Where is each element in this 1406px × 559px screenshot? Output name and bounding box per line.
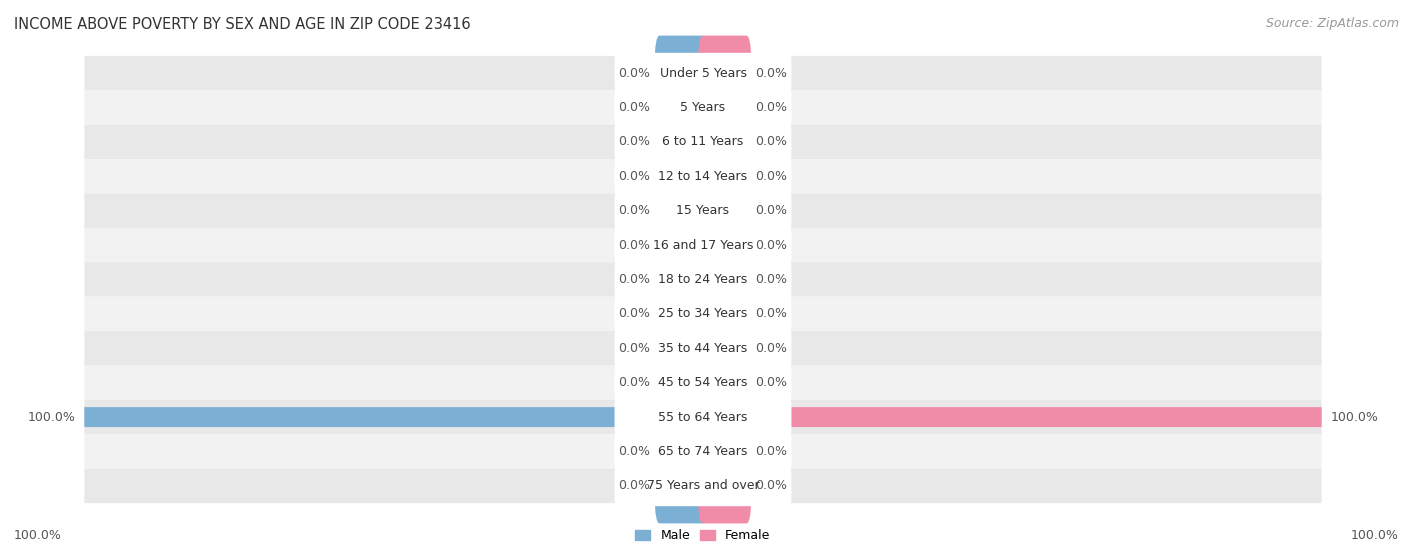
FancyBboxPatch shape — [84, 407, 703, 427]
Text: 0.0%: 0.0% — [619, 67, 651, 79]
Text: 0.0%: 0.0% — [619, 204, 651, 217]
Text: 0.0%: 0.0% — [619, 342, 651, 355]
FancyBboxPatch shape — [614, 397, 792, 437]
FancyBboxPatch shape — [84, 193, 1322, 228]
FancyBboxPatch shape — [614, 362, 792, 403]
Text: 35 to 44 Years: 35 to 44 Years — [658, 342, 748, 355]
Text: 12 to 14 Years: 12 to 14 Years — [658, 170, 748, 183]
FancyBboxPatch shape — [614, 328, 792, 368]
FancyBboxPatch shape — [84, 400, 1322, 434]
Text: 100.0%: 100.0% — [27, 411, 75, 424]
Text: 0.0%: 0.0% — [619, 135, 651, 148]
Text: 16 and 17 Years: 16 and 17 Years — [652, 239, 754, 252]
Text: 0.0%: 0.0% — [619, 101, 651, 114]
FancyBboxPatch shape — [697, 139, 751, 214]
FancyBboxPatch shape — [84, 56, 1322, 91]
Text: 0.0%: 0.0% — [619, 445, 651, 458]
FancyBboxPatch shape — [697, 207, 751, 283]
Text: 0.0%: 0.0% — [755, 204, 787, 217]
FancyBboxPatch shape — [84, 262, 1322, 297]
Text: Under 5 Years: Under 5 Years — [659, 67, 747, 79]
FancyBboxPatch shape — [655, 139, 709, 214]
FancyBboxPatch shape — [697, 414, 751, 489]
FancyBboxPatch shape — [655, 242, 709, 317]
Text: 0.0%: 0.0% — [755, 480, 787, 492]
FancyBboxPatch shape — [614, 53, 792, 93]
Legend: Male, Female: Male, Female — [630, 524, 776, 547]
Text: 0.0%: 0.0% — [619, 376, 651, 389]
FancyBboxPatch shape — [614, 122, 792, 162]
Text: 0.0%: 0.0% — [619, 480, 651, 492]
FancyBboxPatch shape — [697, 242, 751, 317]
FancyBboxPatch shape — [84, 91, 1322, 125]
FancyBboxPatch shape — [84, 331, 1322, 366]
Text: 100.0%: 100.0% — [1351, 529, 1399, 542]
FancyBboxPatch shape — [655, 311, 709, 386]
FancyBboxPatch shape — [697, 36, 751, 111]
FancyBboxPatch shape — [614, 259, 792, 300]
FancyBboxPatch shape — [655, 276, 709, 352]
Text: 0.0%: 0.0% — [755, 342, 787, 355]
FancyBboxPatch shape — [84, 366, 1322, 400]
Text: 0.0%: 0.0% — [755, 376, 787, 389]
FancyBboxPatch shape — [655, 345, 709, 420]
Text: 15 Years: 15 Years — [676, 204, 730, 217]
FancyBboxPatch shape — [84, 159, 1322, 193]
FancyBboxPatch shape — [614, 466, 792, 506]
Text: 0.0%: 0.0% — [619, 239, 651, 252]
Text: 0.0%: 0.0% — [755, 101, 787, 114]
Text: 0.0%: 0.0% — [755, 67, 787, 79]
FancyBboxPatch shape — [84, 297, 1322, 331]
Text: 0.0%: 0.0% — [755, 239, 787, 252]
Text: 0.0%: 0.0% — [619, 273, 651, 286]
FancyBboxPatch shape — [84, 125, 1322, 159]
Text: 55 to 64 Years: 55 to 64 Years — [658, 411, 748, 424]
Text: 0.0%: 0.0% — [755, 445, 787, 458]
Text: 65 to 74 Years: 65 to 74 Years — [658, 445, 748, 458]
FancyBboxPatch shape — [697, 345, 751, 420]
FancyBboxPatch shape — [655, 173, 709, 248]
Text: 0.0%: 0.0% — [755, 273, 787, 286]
FancyBboxPatch shape — [655, 36, 709, 111]
Text: 18 to 24 Years: 18 to 24 Years — [658, 273, 748, 286]
FancyBboxPatch shape — [614, 225, 792, 266]
FancyBboxPatch shape — [697, 311, 751, 386]
Text: 45 to 54 Years: 45 to 54 Years — [658, 376, 748, 389]
FancyBboxPatch shape — [697, 70, 751, 145]
FancyBboxPatch shape — [655, 207, 709, 283]
Text: 0.0%: 0.0% — [619, 307, 651, 320]
Text: Source: ZipAtlas.com: Source: ZipAtlas.com — [1265, 17, 1399, 30]
FancyBboxPatch shape — [655, 448, 709, 523]
Text: 100.0%: 100.0% — [1331, 411, 1379, 424]
FancyBboxPatch shape — [697, 173, 751, 248]
FancyBboxPatch shape — [84, 434, 1322, 468]
FancyBboxPatch shape — [655, 70, 709, 145]
FancyBboxPatch shape — [697, 448, 751, 523]
FancyBboxPatch shape — [697, 276, 751, 352]
Text: 100.0%: 100.0% — [14, 529, 62, 542]
FancyBboxPatch shape — [614, 191, 792, 231]
Text: 6 to 11 Years: 6 to 11 Years — [662, 135, 744, 148]
FancyBboxPatch shape — [614, 87, 792, 128]
FancyBboxPatch shape — [84, 228, 1322, 262]
Text: 0.0%: 0.0% — [755, 135, 787, 148]
FancyBboxPatch shape — [84, 468, 1322, 503]
FancyBboxPatch shape — [703, 407, 1322, 427]
Text: 5 Years: 5 Years — [681, 101, 725, 114]
Text: 75 Years and over: 75 Years and over — [647, 480, 759, 492]
FancyBboxPatch shape — [614, 431, 792, 472]
FancyBboxPatch shape — [614, 293, 792, 334]
Text: 0.0%: 0.0% — [755, 170, 787, 183]
Text: 0.0%: 0.0% — [755, 307, 787, 320]
Text: INCOME ABOVE POVERTY BY SEX AND AGE IN ZIP CODE 23416: INCOME ABOVE POVERTY BY SEX AND AGE IN Z… — [14, 17, 471, 32]
FancyBboxPatch shape — [697, 105, 751, 179]
FancyBboxPatch shape — [655, 414, 709, 489]
FancyBboxPatch shape — [655, 105, 709, 179]
Text: 25 to 34 Years: 25 to 34 Years — [658, 307, 748, 320]
Text: 0.0%: 0.0% — [619, 170, 651, 183]
FancyBboxPatch shape — [614, 156, 792, 197]
